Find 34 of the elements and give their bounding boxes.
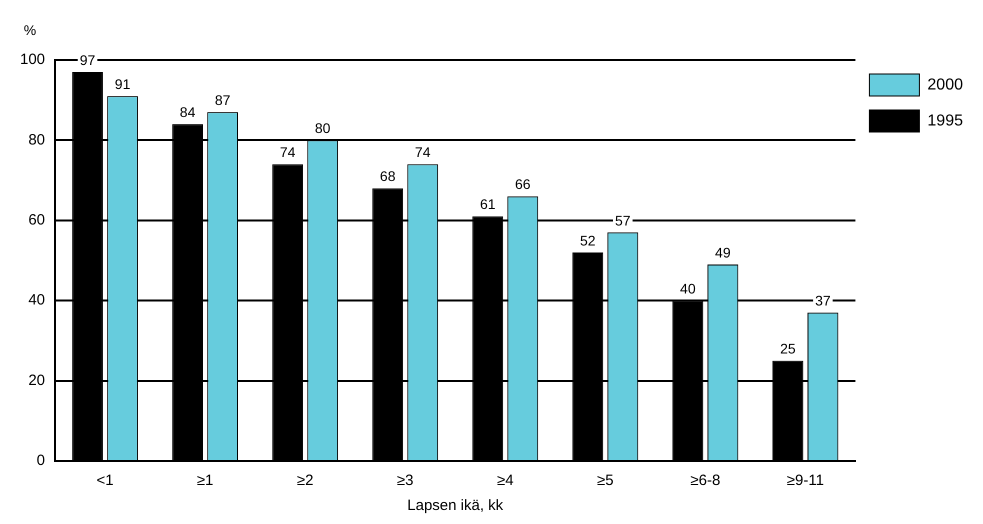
data-label: 61 (480, 196, 496, 212)
x-tick-label: <1 (96, 472, 114, 490)
data-label: 66 (514, 176, 531, 192)
data-label: 87 (214, 92, 231, 108)
y-tick-label: 0 (36, 452, 46, 470)
x-tick-label: ≥9-11 (786, 472, 824, 490)
data-label: 74 (280, 144, 296, 160)
data-label: 84 (180, 104, 196, 120)
y-tick-label: 20 (28, 372, 46, 389)
data-label: 40 (680, 280, 696, 296)
x-tick-label: ≥2 (296, 472, 314, 490)
data-label: 49 (715, 244, 731, 260)
y-tick-label: 60 (28, 212, 46, 229)
legend-label: 1995 (927, 112, 964, 130)
x-tick-label: ≥6-8 (690, 472, 720, 490)
y-axis-title: % (24, 22, 36, 38)
data-label: 37 (815, 292, 831, 308)
x-axis-title: Lapsen ikä, kk (407, 497, 504, 514)
y-tick-label: 100 (20, 51, 46, 68)
data-label: 74 (414, 144, 431, 160)
x-tick-label: ≥3 (396, 472, 414, 490)
x-tick-label: ≥1 (196, 472, 214, 490)
y-tick-label: 80 (28, 131, 46, 148)
y-tick-label: 40 (28, 292, 46, 309)
data-label: 91 (114, 76, 131, 92)
legend-label: 2000 (927, 76, 964, 94)
data-label: 57 (615, 212, 631, 228)
data-label: 25 (780, 340, 796, 357)
x-tick-label: ≥4 (496, 472, 514, 490)
x-tick-label: ≥5 (597, 472, 614, 490)
data-label: 97 (80, 52, 96, 68)
data-label: 52 (580, 232, 596, 248)
data-label: 68 (380, 168, 396, 184)
data-label: 80 (314, 120, 331, 136)
